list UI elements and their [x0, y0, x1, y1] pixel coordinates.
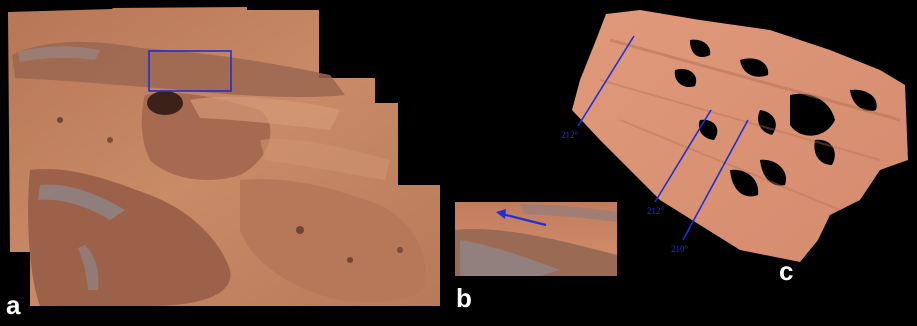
panel-c-image — [572, 10, 908, 262]
panel-label-b: b — [456, 283, 472, 313]
strike-angle-middle: 212° — [647, 206, 665, 216]
direction-arrow-head — [496, 209, 506, 219]
direction-arrow-shaft — [501, 212, 547, 227]
panel-label-a: a — [6, 290, 21, 320]
strike-line-right — [682, 119, 749, 241]
strike-line-upper — [577, 35, 635, 127]
panel-a-image — [8, 7, 440, 306]
strike-angle-right: 210° — [671, 244, 689, 254]
panel-b-image — [455, 202, 617, 276]
strike-angle-upper: 212° — [561, 130, 579, 140]
panel-label-c: c — [779, 256, 794, 286]
strike-line-middle — [654, 109, 712, 203]
rock-block-lower-right — [240, 179, 426, 303]
shadow-recess — [147, 91, 183, 115]
inset-marker-box — [148, 50, 232, 92]
